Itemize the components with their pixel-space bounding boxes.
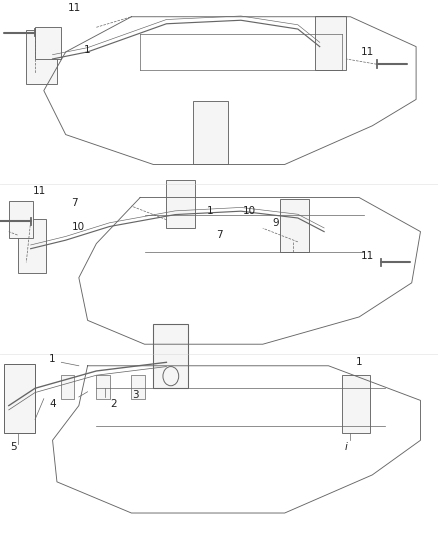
FancyBboxPatch shape [61, 375, 74, 399]
Text: 5: 5 [10, 442, 17, 452]
Text: 10: 10 [72, 222, 85, 231]
Text: 10: 10 [243, 206, 256, 216]
Text: 1: 1 [49, 354, 56, 364]
FancyBboxPatch shape [96, 375, 110, 399]
Text: 11: 11 [361, 251, 374, 261]
FancyBboxPatch shape [193, 101, 228, 165]
FancyBboxPatch shape [26, 30, 57, 84]
Text: 7: 7 [215, 230, 223, 240]
FancyBboxPatch shape [280, 199, 309, 252]
FancyBboxPatch shape [18, 219, 46, 272]
FancyBboxPatch shape [9, 201, 33, 238]
Text: 11: 11 [68, 3, 81, 13]
Text: 3: 3 [132, 390, 139, 400]
Text: 1: 1 [356, 357, 363, 367]
FancyBboxPatch shape [131, 375, 145, 399]
FancyBboxPatch shape [342, 375, 370, 433]
Text: 11: 11 [361, 47, 374, 57]
Text: 1: 1 [207, 206, 214, 216]
Text: 7: 7 [71, 198, 78, 208]
Text: 2: 2 [110, 399, 117, 409]
Text: 11: 11 [33, 185, 46, 196]
FancyBboxPatch shape [35, 27, 61, 59]
FancyBboxPatch shape [4, 364, 35, 433]
FancyBboxPatch shape [153, 324, 188, 388]
Text: 4: 4 [49, 399, 56, 409]
FancyBboxPatch shape [166, 180, 195, 228]
Text: 9: 9 [272, 218, 279, 228]
Text: 1: 1 [84, 45, 91, 55]
FancyBboxPatch shape [315, 16, 346, 69]
Text: i: i [345, 442, 347, 452]
